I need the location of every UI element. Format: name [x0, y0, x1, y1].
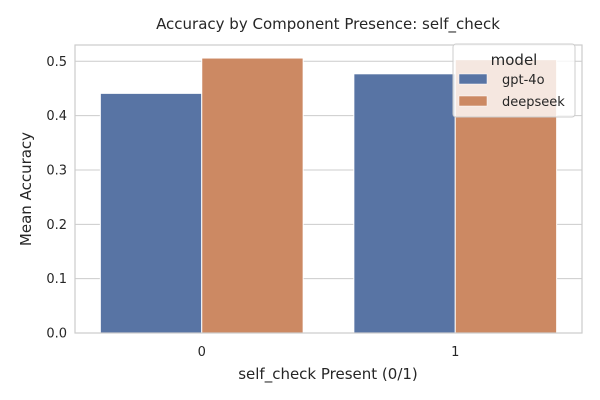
y-tick-label: 0.0 — [46, 327, 67, 342]
y-tick-label: 0.3 — [46, 163, 67, 178]
y-tick-label: 0.1 — [46, 272, 67, 287]
legend-label: deepseek — [502, 95, 565, 110]
bar — [201, 57, 304, 334]
legend-swatch — [458, 95, 488, 107]
legend-title: model — [491, 51, 538, 69]
legend: model gpt-4o deepseek — [452, 43, 576, 118]
x-axis-title: self_check Present (0/1) — [238, 365, 418, 384]
y-axis-ticks: 0.0 0.1 0.2 0.3 0.4 0.5 — [46, 55, 67, 342]
y-tick-label: 0.4 — [46, 109, 67, 124]
bar — [99, 92, 203, 334]
y-tick-label: 0.2 — [46, 218, 67, 233]
y-tick-label: 0.5 — [46, 55, 67, 70]
bar — [353, 73, 456, 334]
legend-swatch — [458, 73, 488, 85]
chart-title: Accuracy by Component Presence: self_che… — [156, 15, 500, 34]
legend-label: gpt-4o — [502, 73, 545, 88]
x-tick-label: 0 — [198, 345, 206, 360]
y-axis-title: Mean Accuracy — [17, 132, 35, 246]
x-tick-label: 1 — [451, 345, 459, 360]
plot-frame — [74, 44, 583, 334]
legend-items: gpt-4o deepseek — [458, 73, 565, 110]
